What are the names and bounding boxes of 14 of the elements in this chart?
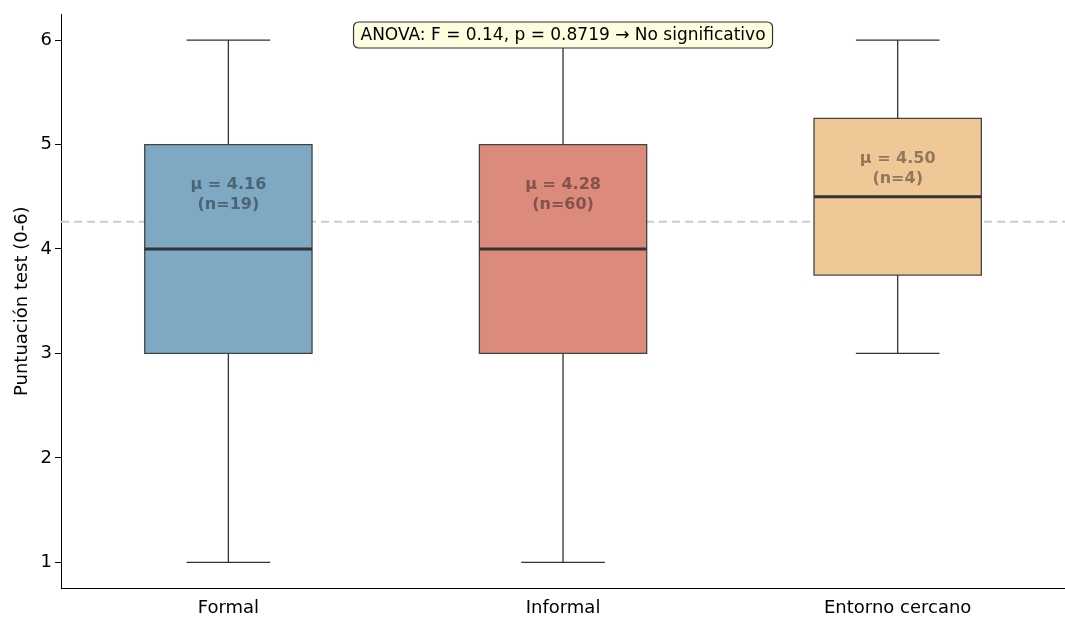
x-tick-label: Formal xyxy=(197,595,260,617)
annotation: μ = 4.28 (n=60) xyxy=(525,173,601,213)
x-tick-label: Informal xyxy=(525,595,601,617)
x-tick-label: Entorno cercano xyxy=(823,595,972,617)
y-tick-label: 6 xyxy=(40,27,53,49)
y-axis-title: Puntuación test (0-6) xyxy=(10,206,32,397)
y-tick-label: 1 xyxy=(40,549,53,571)
annotation: μ = 4.50 (n=4) xyxy=(859,147,936,187)
y-tick-label: 4 xyxy=(40,236,53,258)
annotation: ANOVA: F = 0.14, p = 0.8719 → No significativo xyxy=(360,24,766,45)
y-tick-label: 3 xyxy=(40,341,53,363)
y-tick-label: 5 xyxy=(40,132,53,154)
y-tick-label: 2 xyxy=(40,445,53,467)
annotation: μ = 4.16 (n=19) xyxy=(190,173,267,213)
